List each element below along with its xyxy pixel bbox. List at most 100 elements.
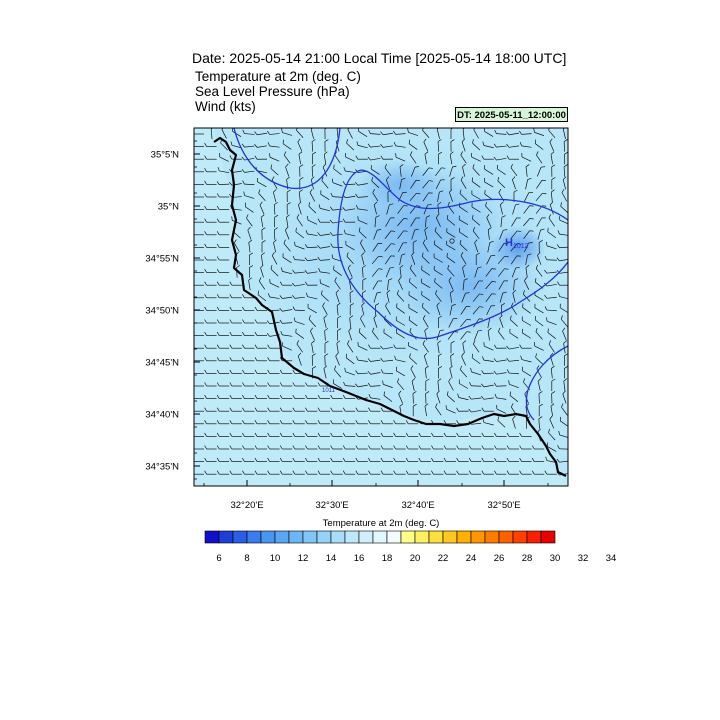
wind-barb (229, 331, 242, 336)
wind-barb (305, 470, 318, 475)
wind-barb (446, 240, 456, 251)
wind-barb (367, 156, 381, 161)
colorbar-swatch (288, 530, 304, 544)
wind-barb (349, 290, 354, 303)
wind-barb (497, 255, 509, 265)
wind-barb (548, 428, 556, 441)
wind-barb (308, 315, 316, 328)
wind-barb (357, 342, 368, 351)
wind-barb (393, 457, 406, 462)
wind-barb (385, 302, 391, 315)
wind-barb (344, 153, 355, 162)
wind-barb (434, 277, 443, 289)
wind-barb (499, 314, 504, 328)
colorbar-swatch (456, 530, 472, 544)
wind-barb (418, 470, 431, 475)
wind-barb (421, 252, 430, 264)
wind-barb (317, 218, 330, 223)
wind-barb (485, 281, 497, 290)
wind-barb (216, 256, 230, 261)
wind-barb (356, 205, 368, 211)
wind-barb (317, 432, 330, 437)
wind-barb (298, 151, 303, 165)
wind-barb (496, 404, 507, 414)
wind-barb (254, 131, 267, 136)
wind-barb (210, 128, 215, 140)
wind-barb (538, 416, 543, 429)
wind-barb (229, 319, 242, 324)
wind-barb (355, 457, 368, 462)
wind-barb (384, 255, 395, 265)
wind-barb (380, 155, 394, 160)
wind-barb (460, 252, 467, 265)
wind-barb (317, 256, 331, 261)
wind-barb (194, 208, 204, 210)
colorbar-swatch (484, 530, 500, 544)
wind-barb (324, 353, 329, 366)
wind-barb (470, 153, 481, 162)
wind-barb (521, 153, 532, 162)
wind-barb (536, 217, 546, 227)
wind-barb (305, 382, 318, 387)
wind-barb (299, 164, 304, 177)
wind-barb (331, 178, 343, 187)
wind-barb (545, 241, 557, 250)
wind-barb (229, 470, 242, 475)
wind-barb (371, 176, 380, 189)
wind-barb (494, 457, 507, 462)
wind-barb (330, 407, 343, 412)
wind-barb (292, 407, 305, 412)
wind-barb (385, 217, 395, 227)
wind-barb (487, 240, 494, 253)
wind-barb (194, 385, 204, 387)
wind-barb (344, 367, 356, 376)
wind-barb (410, 217, 420, 227)
wind-barb (216, 357, 230, 362)
wind-barb (280, 267, 293, 275)
wind-barb (310, 128, 315, 139)
field-label-pressure: Sea Level Pressure (hPa) (195, 84, 350, 99)
wind-barb (342, 394, 356, 399)
wind-barb (242, 382, 255, 387)
wind-barb (259, 201, 265, 215)
wind-barb (343, 381, 356, 387)
wind-barb (355, 445, 368, 450)
wind-barb (355, 370, 368, 375)
wind-barb (493, 156, 507, 161)
wind-barb (241, 168, 255, 173)
wind-barb (261, 227, 266, 240)
wind-barb (194, 133, 204, 135)
longitude-axis: 32°20'E 32°30'E 32°40'E 32°50'E (203, 480, 549, 511)
wind-barb (510, 255, 521, 265)
wind-barb (438, 151, 443, 165)
wind-barb (547, 227, 557, 239)
wind-barb (194, 246, 204, 248)
wind-barb (305, 407, 318, 412)
wind-barb (457, 393, 469, 401)
wind-barb (368, 420, 381, 425)
colorbar-swatch (274, 530, 290, 544)
wind-barb (204, 420, 217, 425)
wind-barb (519, 432, 532, 437)
colorbar-swatch (540, 530, 556, 544)
wind-barb (317, 470, 330, 475)
wind-barb (342, 207, 356, 211)
wind-barb (434, 240, 443, 251)
wind-barb (450, 128, 455, 139)
wind-barb (380, 420, 393, 425)
wind-barb (330, 445, 343, 450)
wind-barb (496, 164, 506, 175)
wind-barb (216, 344, 230, 349)
wind-barb (368, 470, 381, 475)
wind-barb (485, 293, 496, 303)
wind-barb (372, 280, 383, 290)
wind-barb (269, 153, 280, 162)
wind-barb (194, 297, 204, 299)
wind-barb (494, 445, 507, 450)
wind-barb (279, 307, 293, 312)
wind-barb (335, 289, 340, 303)
wind-barb (345, 240, 355, 251)
wind-barb (342, 218, 356, 223)
wind-barb (436, 302, 441, 316)
wind-barb (393, 344, 406, 349)
